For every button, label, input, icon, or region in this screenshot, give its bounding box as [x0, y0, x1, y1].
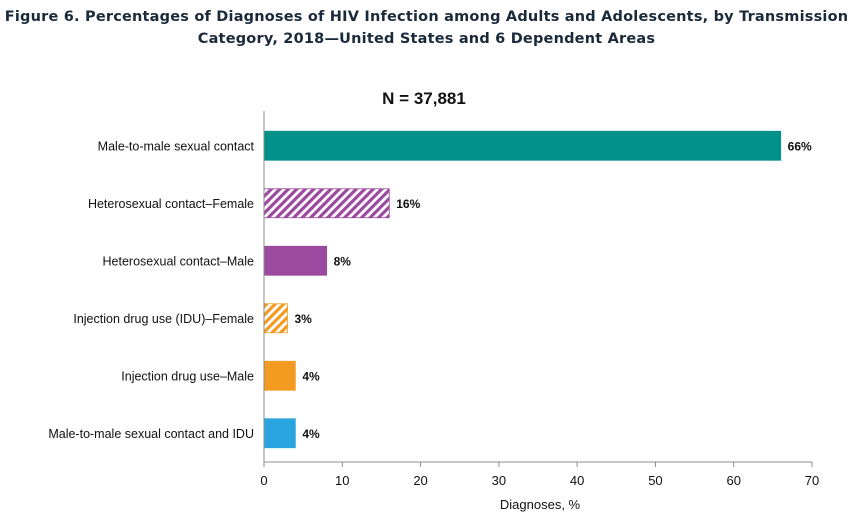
x-tick-label: 30 — [492, 473, 506, 488]
bar — [263, 418, 296, 449]
x-tick-label: 20 — [413, 473, 427, 488]
data-label: 4% — [302, 369, 320, 383]
category-label: Heterosexual contact–Male — [103, 254, 255, 268]
data-label: 16% — [396, 197, 420, 211]
sample-size-label: N = 37,881 — [382, 89, 466, 108]
axes-group: 0 10 20 30 40 50 60 70 — [260, 111, 819, 488]
category-label: Injection drug use–Male — [121, 369, 254, 383]
x-tick-label: 40 — [570, 473, 584, 488]
category-label: Male-to-male sexual contact — [98, 139, 255, 153]
figure-title: Figure 6. Percentages of Diagnoses of HI… — [0, 6, 853, 50]
data-label: 3% — [294, 312, 312, 326]
bar — [263, 188, 390, 219]
x-tick-label: 0 — [260, 473, 267, 488]
bar — [263, 360, 296, 391]
figure-title-line-2: Category, 2018—United States and 6 Depen… — [197, 31, 656, 47]
data-label: 8% — [334, 254, 352, 268]
x-tick-label: 60 — [726, 473, 740, 488]
category-label: Injection drug use (IDU)–Female — [73, 312, 254, 326]
bars-group: Male-to-male sexual contact 66% Heterosexu… — [48, 130, 812, 449]
figure-title-line-1: Figure 6. Percentages of Diagnoses of HI… — [4, 9, 849, 25]
bar — [263, 130, 782, 161]
data-label: 66% — [788, 139, 812, 153]
bar — [263, 245, 328, 276]
data-label: 4% — [302, 427, 320, 441]
category-label: Male-to-male sexual contact and IDU — [48, 427, 254, 441]
x-tick-label: 50 — [648, 473, 662, 488]
x-tick-label: 70 — [805, 473, 819, 488]
x-tick-label: 10 — [335, 473, 349, 488]
bar — [263, 303, 288, 334]
category-label: Heterosexual contact–Female — [88, 197, 254, 211]
x-axis-title: Diagnoses, % — [500, 497, 581, 512]
